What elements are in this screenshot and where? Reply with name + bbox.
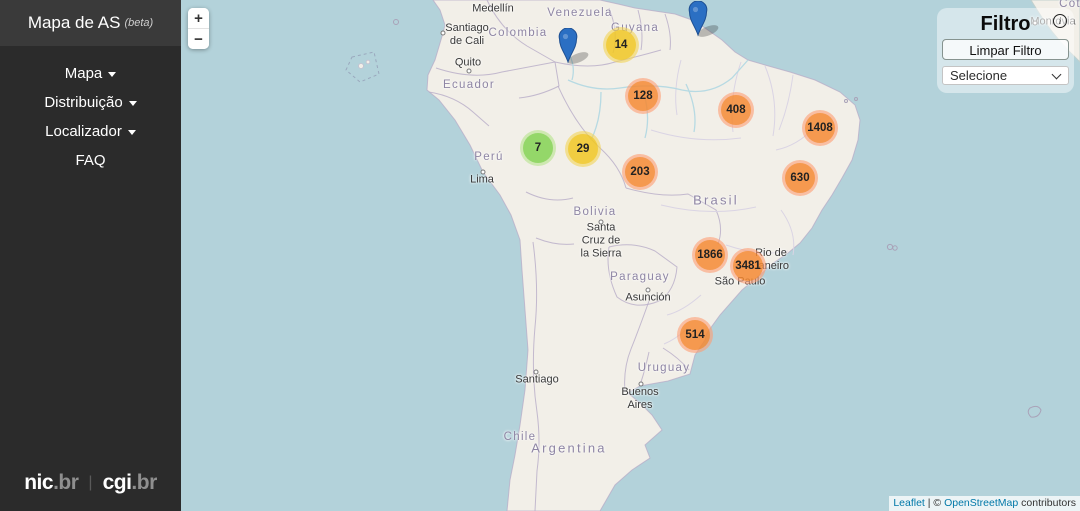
pin-icon: [558, 28, 589, 64]
chevron-down-icon: [108, 72, 117, 77]
footer-logos: nic.br | cgi.br: [0, 471, 181, 495]
map-cluster[interactable]: 514: [677, 317, 713, 353]
filter-select-dropdown[interactable]: Selecione: [942, 66, 1069, 85]
cluster-count: 203: [625, 157, 655, 187]
chevron-down-icon: [1051, 69, 1062, 80]
south-america-land: [426, 0, 861, 511]
app-title: Mapa de AS: [27, 13, 121, 32]
cgibr-logo[interactable]: cgi.br: [102, 471, 158, 494]
chevron-down-icon: [128, 101, 137, 106]
map-cluster[interactable]: 7: [520, 130, 556, 166]
map-attribution: Leaflet | © OpenStreetMap contributors: [889, 496, 1080, 511]
app-title-beta: (beta): [124, 17, 154, 29]
map-cluster[interactable]: 203: [622, 154, 658, 190]
filter-title: Filtro: [980, 13, 1031, 35]
cluster-count: 1866: [695, 240, 725, 270]
osm-link[interactable]: OpenStreetMap: [944, 497, 1019, 509]
nav-label: Localizador: [45, 123, 122, 140]
nav-label: Mapa: [64, 65, 103, 82]
sidebar-item-distribuicao[interactable]: Distribuição: [0, 88, 181, 117]
nicbr-logo[interactable]: nic.br: [24, 471, 79, 494]
sidebar-nav: Mapa Distribuição Localizador FAQ: [0, 46, 181, 175]
clear-filter-button[interactable]: Limpar Filtro: [942, 39, 1069, 60]
cluster-count: 29: [568, 134, 598, 164]
app-header: Mapa de AS (beta): [0, 0, 181, 46]
map-container: Venezuela Guyana Colombia Ecuador Perú Bolivi…: [181, 0, 1080, 511]
cluster-count: 7: [523, 133, 553, 163]
zoom-in-button[interactable]: +: [188, 8, 209, 29]
zoom-out-button[interactable]: −: [188, 29, 209, 49]
nav-label: Distribuição: [44, 94, 123, 111]
nav-label: FAQ: [75, 152, 106, 169]
chevron-down-icon: [127, 130, 136, 135]
cluster-count: 408: [721, 95, 751, 125]
sidebar-item-localizador[interactable]: Localizador: [0, 117, 181, 146]
cluster-count: 128: [628, 81, 658, 111]
filter-panel: i Filtro Limpar Filtro Selecione: [937, 8, 1074, 93]
info-icon[interactable]: i: [1053, 14, 1067, 28]
pin-layer: [181, 0, 1080, 511]
zoom-control: + −: [188, 8, 209, 49]
sidebar-item-faq[interactable]: FAQ: [0, 146, 181, 175]
cluster-count: 1408: [805, 113, 835, 143]
map-cluster[interactable]: 1408: [802, 110, 838, 146]
cluster-layer: 14 128 408 1408 7 29 203 630 1866 3481 514: [181, 0, 1080, 511]
map-cluster[interactable]: 630: [782, 160, 818, 196]
sidebar-item-mapa[interactable]: Mapa: [0, 59, 181, 88]
pin-icon: [688, 1, 719, 37]
map-cluster[interactable]: 408: [718, 92, 754, 128]
galapagos-islands: [345, 51, 380, 83]
map-cluster[interactable]: 128: [625, 78, 661, 114]
cluster-count: 514: [680, 320, 710, 350]
map-cluster[interactable]: 1866: [692, 237, 728, 273]
leaflet-link[interactable]: Leaflet: [893, 497, 925, 509]
cluster-count: 14: [606, 30, 636, 60]
sidebar: Mapa de AS (beta) Mapa Distribuição Loca…: [0, 0, 181, 511]
logo-separator: |: [88, 474, 93, 491]
map-cluster[interactable]: 29: [565, 131, 601, 167]
cluster-count: 630: [785, 163, 815, 193]
filter-select-value: Selecione: [950, 68, 1008, 83]
map-cluster[interactable]: 14: [603, 27, 639, 63]
cluster-count: 3481: [733, 251, 763, 281]
map-cluster[interactable]: 3481: [730, 248, 766, 284]
small-islands: [393, 19, 1042, 418]
